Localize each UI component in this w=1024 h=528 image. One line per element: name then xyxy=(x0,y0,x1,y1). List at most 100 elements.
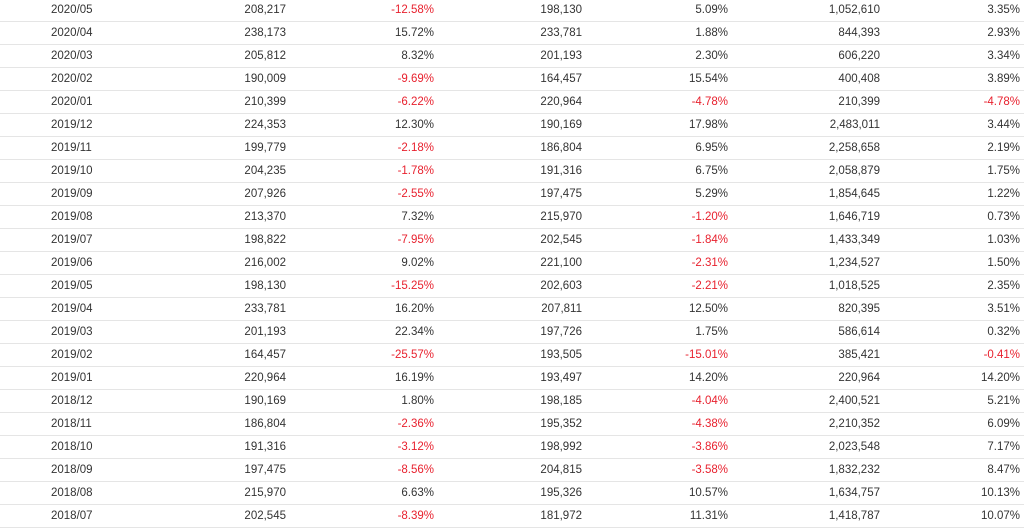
cumulative-cell: 2,400,521 xyxy=(732,389,884,413)
change-cell: -8.39% xyxy=(290,504,438,528)
value-cell: 190,169 xyxy=(110,389,290,413)
compare-change-cell: 11.31% xyxy=(586,504,732,528)
cumulative-change-cell: 7.17% xyxy=(884,435,1024,459)
cumulative-change-cell: 10.13% xyxy=(884,481,1024,505)
change-cell: -12.58% xyxy=(290,0,438,22)
cumulative-cell: 2,023,548 xyxy=(732,435,884,459)
compare-change-cell: -4.38% xyxy=(586,412,732,436)
compare-change-cell: 12.50% xyxy=(586,297,732,321)
table-row: 2019/12 224,353 12.30% 190,169 17.98% 2,483,0… xyxy=(0,113,1024,137)
change-cell: 22.34% xyxy=(290,320,438,344)
value-cell: 199,779 xyxy=(110,136,290,160)
compare-change-cell: 10.57% xyxy=(586,481,732,505)
compare-value-cell: 191,316 xyxy=(438,159,586,183)
cumulative-change-cell: 3.35% xyxy=(884,0,1024,22)
value-cell: 198,130 xyxy=(110,274,290,298)
compare-change-cell: 5.09% xyxy=(586,0,732,22)
month-cell: 2018/12 xyxy=(0,389,110,413)
compare-change-cell: 14.20% xyxy=(586,366,732,390)
month-cell: 2019/07 xyxy=(0,228,110,252)
cumulative-cell: 1,052,610 xyxy=(732,0,884,22)
value-cell: 210,399 xyxy=(110,90,290,114)
change-cell: 6.63% xyxy=(290,481,438,505)
cumulative-change-cell: -0.41% xyxy=(884,343,1024,367)
compare-value-cell: 193,505 xyxy=(438,343,586,367)
compare-value-cell: 164,457 xyxy=(438,67,586,91)
cumulative-cell: 606,220 xyxy=(732,44,884,68)
table-row: 2020/03 205,812 8.32% 201,193 2.30% 606,220 3.… xyxy=(0,44,1024,68)
month-cell: 2019/11 xyxy=(0,136,110,160)
compare-value-cell: 220,964 xyxy=(438,90,586,114)
compare-change-cell: 1.75% xyxy=(586,320,732,344)
compare-change-cell: -1.20% xyxy=(586,205,732,229)
month-cell: 2018/10 xyxy=(0,435,110,459)
value-cell: 191,316 xyxy=(110,435,290,459)
table-row: 2019/02 164,457 -25.57% 193,505 -15.01% 385,4… xyxy=(0,343,1024,367)
cumulative-cell: 1,433,349 xyxy=(732,228,884,252)
cumulative-change-cell: 3.89% xyxy=(884,67,1024,91)
cumulative-change-cell: 2.19% xyxy=(884,136,1024,160)
value-cell: 164,457 xyxy=(110,343,290,367)
compare-value-cell: 195,326 xyxy=(438,481,586,505)
compare-value-cell: 198,185 xyxy=(438,389,586,413)
value-cell: 205,812 xyxy=(110,44,290,68)
month-cell: 2019/04 xyxy=(0,297,110,321)
value-cell: 215,970 xyxy=(110,481,290,505)
cumulative-cell: 1,018,525 xyxy=(732,274,884,298)
month-cell: 2019/05 xyxy=(0,274,110,298)
change-cell: -2.36% xyxy=(290,412,438,436)
cumulative-change-cell: 1.03% xyxy=(884,228,1024,252)
table-row: 2019/07 198,822 -7.95% 202,545 -1.84% 1,433,3… xyxy=(0,228,1024,252)
compare-value-cell: 190,169 xyxy=(438,113,586,137)
month-cell: 2020/02 xyxy=(0,67,110,91)
compare-value-cell: 215,970 xyxy=(438,205,586,229)
table-row: 2019/04 233,781 16.20% 207,811 12.50% 820,395… xyxy=(0,297,1024,321)
table-row: 2019/01 220,964 16.19% 193,497 14.20% 220,964… xyxy=(0,366,1024,390)
table-row: 2020/04 238,173 15.72% 233,781 1.88% 844,393 2… xyxy=(0,21,1024,45)
compare-value-cell: 233,781 xyxy=(438,21,586,45)
cumulative-cell: 2,258,658 xyxy=(732,136,884,160)
cumulative-cell: 586,614 xyxy=(732,320,884,344)
cumulative-cell: 210,399 xyxy=(732,90,884,114)
change-cell: -2.18% xyxy=(290,136,438,160)
compare-change-cell: -3.58% xyxy=(586,458,732,482)
compare-change-cell: -4.04% xyxy=(586,389,732,413)
cumulative-change-cell: 0.32% xyxy=(884,320,1024,344)
change-cell: -2.55% xyxy=(290,182,438,206)
value-cell: 201,193 xyxy=(110,320,290,344)
month-cell: 2018/09 xyxy=(0,458,110,482)
cumulative-change-cell: 3.51% xyxy=(884,297,1024,321)
table-row: 2019/05 198,130 -15.25% 202,603 -2.21% 1,018,… xyxy=(0,274,1024,298)
cumulative-change-cell: 14.20% xyxy=(884,366,1024,390)
value-cell: 186,804 xyxy=(110,412,290,436)
table-row: 2019/10 204,235 -1.78% 191,316 6.75% 2,058,87… xyxy=(0,159,1024,183)
compare-change-cell: 6.95% xyxy=(586,136,732,160)
compare-change-cell: 15.54% xyxy=(586,67,732,91)
compare-value-cell: 195,352 xyxy=(438,412,586,436)
month-cell: 2019/10 xyxy=(0,159,110,183)
cumulative-change-cell: -4.78% xyxy=(884,90,1024,114)
compare-change-cell: 1.88% xyxy=(586,21,732,45)
change-cell: 1.80% xyxy=(290,389,438,413)
change-cell: -15.25% xyxy=(290,274,438,298)
table-row: 2018/09 197,475 -8.56% 204,815 -3.58% 1,832,2… xyxy=(0,458,1024,482)
change-cell: -3.12% xyxy=(290,435,438,459)
cumulative-change-cell: 0.73% xyxy=(884,205,1024,229)
cumulative-cell: 820,395 xyxy=(732,297,884,321)
table-row: 2020/01 210,399 -6.22% 220,964 -4.78% 210,399… xyxy=(0,90,1024,114)
compare-value-cell: 193,497 xyxy=(438,366,586,390)
month-cell: 2018/07 xyxy=(0,504,110,528)
month-cell: 2019/09 xyxy=(0,182,110,206)
month-cell: 2018/11 xyxy=(0,412,110,436)
change-cell: -7.95% xyxy=(290,228,438,252)
table-row: 2018/11 186,804 -2.36% 195,352 -4.38% 2,210,3… xyxy=(0,412,1024,436)
cumulative-cell: 2,058,879 xyxy=(732,159,884,183)
change-cell: 16.19% xyxy=(290,366,438,390)
month-cell: 2019/02 xyxy=(0,343,110,367)
value-cell: 233,781 xyxy=(110,297,290,321)
cumulative-cell: 844,393 xyxy=(732,21,884,45)
table-row: 2018/10 191,316 -3.12% 198,992 -3.86% 2,023,5… xyxy=(0,435,1024,459)
change-cell: 12.30% xyxy=(290,113,438,137)
value-cell: 208,217 xyxy=(110,0,290,22)
month-cell: 2019/12 xyxy=(0,113,110,137)
